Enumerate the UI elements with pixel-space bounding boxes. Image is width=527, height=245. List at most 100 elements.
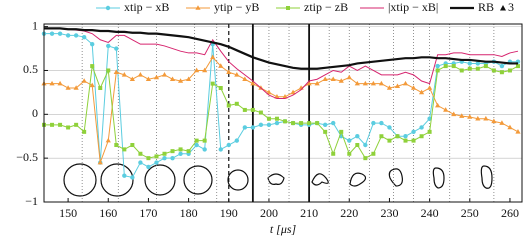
legend-marker xyxy=(500,5,506,11)
point xyxy=(250,125,256,130)
series xyxy=(44,27,519,100)
legend-label: ztip − zB xyxy=(304,0,348,14)
point xyxy=(81,34,87,40)
point xyxy=(162,155,167,161)
point xyxy=(410,85,417,90)
point xyxy=(218,63,224,68)
icon xyxy=(388,168,403,187)
point xyxy=(162,151,167,156)
point xyxy=(226,142,231,148)
point xyxy=(57,80,63,86)
point xyxy=(507,68,512,73)
icon xyxy=(432,167,445,189)
point xyxy=(315,121,320,126)
x-tick-label: 160 xyxy=(99,206,117,220)
point xyxy=(499,120,505,125)
icon xyxy=(144,164,176,196)
point xyxy=(178,151,183,156)
point xyxy=(427,129,432,134)
icon xyxy=(480,165,493,189)
point xyxy=(394,83,401,89)
x-axis-label: t [μs] xyxy=(270,222,297,236)
point xyxy=(226,69,232,75)
point xyxy=(411,138,416,143)
point xyxy=(266,116,271,121)
point xyxy=(177,78,184,83)
point xyxy=(146,164,151,170)
point xyxy=(242,125,248,130)
legend-label: RB xyxy=(478,0,494,14)
point xyxy=(290,89,296,95)
point xyxy=(113,69,119,75)
point xyxy=(499,63,505,69)
point xyxy=(451,64,456,69)
y-tick-label: 0.5 xyxy=(23,62,38,76)
point xyxy=(346,74,352,80)
point xyxy=(395,134,400,139)
point xyxy=(435,63,440,69)
point xyxy=(106,68,111,73)
point xyxy=(314,80,320,86)
point xyxy=(402,80,409,86)
x-tick-label: 250 xyxy=(461,206,479,220)
point xyxy=(427,85,433,90)
point xyxy=(347,151,352,156)
icon xyxy=(311,173,329,186)
point xyxy=(507,124,513,130)
point xyxy=(73,33,79,38)
point xyxy=(459,68,464,73)
point xyxy=(202,138,207,143)
y-tick-label: −1 xyxy=(25,194,38,208)
point xyxy=(467,61,472,66)
x-tick-label: 240 xyxy=(421,206,439,220)
point xyxy=(338,78,344,83)
point xyxy=(306,80,312,86)
point xyxy=(347,138,352,143)
point xyxy=(170,155,175,161)
legend-label: |xtip − xB| xyxy=(388,0,438,14)
point xyxy=(218,86,223,91)
point xyxy=(291,121,296,126)
point xyxy=(129,76,135,82)
point xyxy=(386,85,393,90)
point xyxy=(138,160,143,165)
point xyxy=(50,122,55,127)
point xyxy=(379,120,384,126)
point xyxy=(122,147,127,152)
point xyxy=(234,72,240,77)
point xyxy=(90,41,95,47)
point xyxy=(371,120,376,126)
point xyxy=(403,134,408,139)
series-line xyxy=(44,33,518,179)
point xyxy=(130,175,135,180)
point xyxy=(515,129,521,134)
point xyxy=(274,116,279,121)
point xyxy=(154,160,159,165)
point xyxy=(418,89,425,95)
point xyxy=(49,31,55,36)
point xyxy=(515,64,520,69)
point xyxy=(178,147,183,152)
point xyxy=(323,129,328,134)
icon xyxy=(183,165,213,195)
y-tick-label: −0.5 xyxy=(16,150,38,164)
point xyxy=(459,113,465,118)
series-line xyxy=(44,27,519,100)
x-tick-label: 180 xyxy=(180,206,198,220)
icon xyxy=(63,163,97,197)
point xyxy=(299,121,304,126)
series xyxy=(42,64,520,161)
point xyxy=(202,147,207,152)
point xyxy=(90,64,95,69)
point xyxy=(169,76,176,82)
point xyxy=(194,67,200,73)
point xyxy=(210,81,215,86)
series-line xyxy=(44,27,518,70)
point xyxy=(443,64,448,69)
x-tick-label: 210 xyxy=(300,206,318,220)
point xyxy=(202,67,208,73)
icon xyxy=(100,163,134,197)
point xyxy=(106,43,111,49)
point xyxy=(161,72,168,77)
point xyxy=(218,147,223,152)
